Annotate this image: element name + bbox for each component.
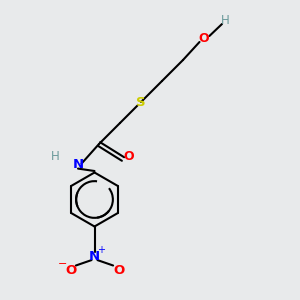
Text: H: H <box>51 149 60 163</box>
Text: S: S <box>136 95 146 109</box>
Text: H: H <box>220 14 230 28</box>
Text: +: + <box>97 245 105 255</box>
Text: N: N <box>72 158 84 172</box>
Text: O: O <box>199 32 209 46</box>
Text: N: N <box>89 250 100 263</box>
Text: O: O <box>124 149 134 163</box>
Text: O: O <box>113 263 124 277</box>
Text: O: O <box>65 263 76 277</box>
Text: −: − <box>57 259 67 269</box>
